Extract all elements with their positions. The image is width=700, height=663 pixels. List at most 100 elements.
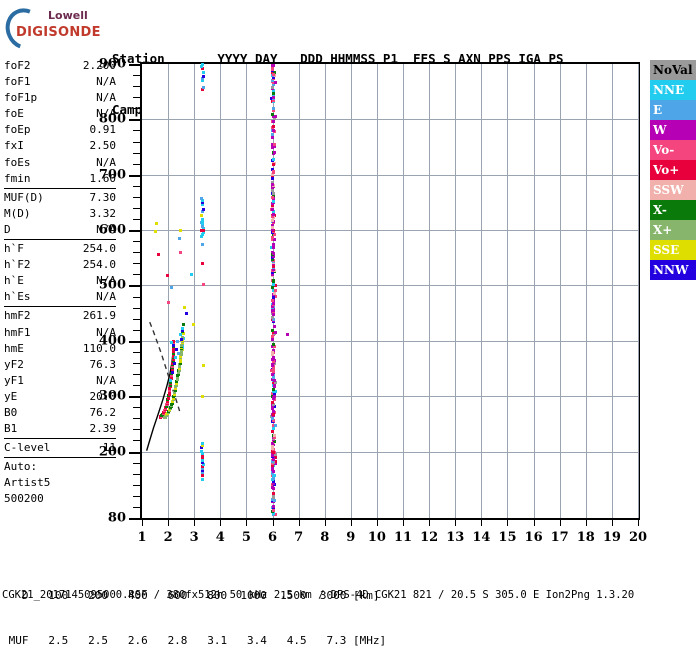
x-axis-label: 7 xyxy=(294,530,304,545)
y-axis-label: 800 xyxy=(98,111,126,127)
echo-point xyxy=(272,343,276,347)
echo-point xyxy=(270,245,274,249)
echo-point xyxy=(271,195,275,199)
param-value: 261.9 xyxy=(82,309,116,323)
y-tick-minor xyxy=(133,351,140,353)
echo-point xyxy=(270,180,274,184)
y-axis-label: 200 xyxy=(98,444,126,460)
param-divider xyxy=(4,239,116,241)
x-axis-label: 13 xyxy=(446,530,465,545)
echo-point xyxy=(272,117,276,121)
legend-swatch-ssw[interactable]: SSW xyxy=(650,180,696,200)
echo-point xyxy=(176,376,180,380)
param-row-he: h`E N/A xyxy=(4,273,116,289)
param-footer-line-2: 500200 xyxy=(4,492,44,506)
echo-point xyxy=(271,407,275,411)
echo-point xyxy=(169,380,173,384)
echo-point xyxy=(200,465,204,469)
param-value: 110.0 xyxy=(82,341,116,355)
legend-swatch-x[interactable]: X+ xyxy=(650,220,696,240)
source-file-line: CGK21_2017145095000.RSF / 380fx512h 50 k… xyxy=(2,589,635,601)
param-value: 254.0 xyxy=(82,242,116,256)
echo-point xyxy=(270,278,274,282)
y-tick-minor xyxy=(133,86,140,88)
vertical-gridline xyxy=(481,64,483,518)
param-row-d: D N/A xyxy=(4,222,116,238)
param-value: 20.0 xyxy=(89,389,117,403)
echo-point xyxy=(169,285,173,289)
echo-point xyxy=(178,365,182,369)
param-value: N/A xyxy=(96,75,116,89)
param-row-yf1: yF1 N/A xyxy=(4,373,116,389)
echo-point xyxy=(200,468,204,472)
legend-swatch-nne[interactable]: NNE xyxy=(650,80,696,100)
param-row-mufd: MUF(D) 7.30 xyxy=(4,190,116,206)
echo-point xyxy=(272,460,276,464)
echo-point xyxy=(271,480,275,484)
param-value: N/A xyxy=(96,274,116,288)
echo-point xyxy=(173,390,177,394)
echo-point xyxy=(201,208,205,212)
echo-point xyxy=(272,219,276,223)
param-row-fof1: foF1 N/A xyxy=(4,74,116,90)
echo-point xyxy=(271,150,275,154)
echo-point xyxy=(178,236,182,240)
y-tick-minor xyxy=(133,462,140,464)
echo-point xyxy=(271,177,275,181)
echo-point xyxy=(175,381,179,385)
echo-point xyxy=(201,229,205,233)
x-tick xyxy=(638,520,639,526)
logo-lowell-text: Lowell xyxy=(48,9,88,22)
echo-point xyxy=(273,379,277,383)
echo-point xyxy=(270,446,274,450)
y-tick-minor xyxy=(133,196,140,198)
legend-swatch-w[interactable]: W xyxy=(650,120,696,140)
legend-swatch-vo[interactable]: Vo- xyxy=(650,140,696,160)
echo-point xyxy=(272,278,276,282)
legend-swatch-e[interactable]: E xyxy=(650,100,696,120)
param-row-foe: foE N/A xyxy=(4,106,116,122)
vertical-gridline xyxy=(194,64,196,518)
echo-point xyxy=(271,313,275,317)
echo-point xyxy=(200,234,204,238)
param-key: h`E xyxy=(4,274,24,288)
echo-point xyxy=(270,453,274,457)
echo-point xyxy=(271,238,275,242)
ionogram-plot-area[interactable] xyxy=(140,62,640,520)
legend-swatch-nnw[interactable]: NNW xyxy=(650,260,696,280)
echo-point xyxy=(272,107,276,111)
echo-point xyxy=(175,339,179,343)
param-key: B0 xyxy=(4,405,18,419)
param-value: 3.32 xyxy=(89,206,117,220)
echo-point xyxy=(201,461,205,465)
param-value: 76.3 xyxy=(89,357,117,371)
echo-point xyxy=(200,457,204,461)
legend-swatch-sse[interactable]: SSE xyxy=(650,240,696,260)
echo-point xyxy=(175,379,179,383)
echo-point xyxy=(169,376,173,380)
y-tick-minor xyxy=(133,296,140,298)
x-tick xyxy=(142,520,143,526)
echo-point xyxy=(272,128,276,132)
echo-point xyxy=(179,333,183,337)
echo-point xyxy=(201,70,205,74)
echo-point xyxy=(273,294,277,298)
echo-point xyxy=(155,222,159,226)
param-footer-line-0: Auto: xyxy=(4,460,38,474)
vertical-gridline xyxy=(403,64,405,518)
legend-swatch-x[interactable]: X- xyxy=(650,200,696,220)
vertical-gridline xyxy=(298,64,300,518)
param-divider xyxy=(4,438,116,440)
param-value: 7.30 xyxy=(89,190,117,204)
legend-swatch-vo[interactable]: Vo+ xyxy=(650,160,696,180)
param-row-hmf2: hmF2 261.9 xyxy=(4,308,116,324)
echo-point xyxy=(271,91,275,95)
y-axis-height-km: 200 300 400 500 600 700 800 900 80 xyxy=(0,57,140,526)
legend-swatch-noval[interactable]: NoVal xyxy=(650,60,696,80)
y-tick-minor xyxy=(133,318,140,320)
echo-point xyxy=(153,230,157,234)
y-tick-minor xyxy=(133,108,140,110)
y-tick-minor xyxy=(133,329,140,331)
echo-point xyxy=(271,264,275,268)
x-tick xyxy=(533,520,535,526)
